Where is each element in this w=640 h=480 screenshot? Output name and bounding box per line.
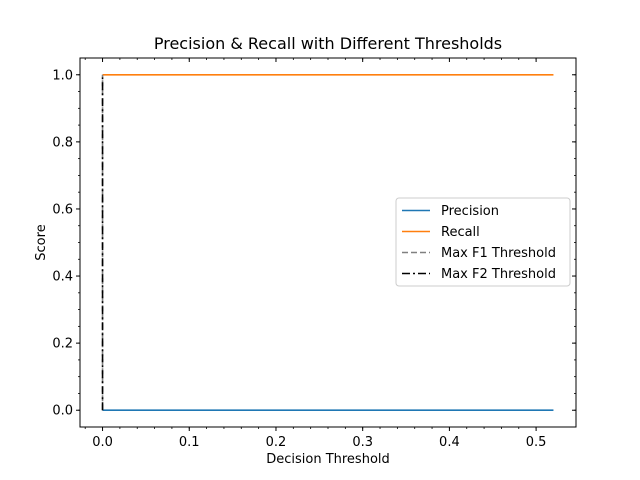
x-tick-label: 0.4 xyxy=(439,435,460,450)
x-axis-label: Decision Threshold xyxy=(266,452,390,467)
legend-label: Max F1 Threshold xyxy=(441,246,556,261)
x-tick-label: 0.1 xyxy=(179,435,200,450)
y-tick-label: 0.8 xyxy=(52,135,73,150)
chart-title: Precision & Recall with Different Thresh… xyxy=(154,34,502,53)
y-tick-label: 0.2 xyxy=(52,337,73,352)
plot-frame xyxy=(79,57,577,428)
x-tick-label: 0.2 xyxy=(266,435,287,450)
x-tick-label: 0.3 xyxy=(352,435,373,450)
legend: Precision Recall Max F1 Threshold Max F2 Th… xyxy=(395,197,571,287)
legend-label: Max F2 Threshold xyxy=(441,267,556,282)
legend-label: Recall xyxy=(441,225,480,240)
y-tick-label: 1.0 xyxy=(52,68,73,83)
y-axis-label: Score xyxy=(34,224,49,260)
legend-box xyxy=(395,197,571,287)
y-tick-label: 0.0 xyxy=(52,404,73,419)
y-tick-label: 0.6 xyxy=(52,202,73,217)
legend-label: Precision xyxy=(441,204,499,219)
x-tick-label: 0.5 xyxy=(526,435,547,450)
y-tick-label: 0.4 xyxy=(52,270,73,285)
x-tick-label: 0.0 xyxy=(92,435,113,450)
